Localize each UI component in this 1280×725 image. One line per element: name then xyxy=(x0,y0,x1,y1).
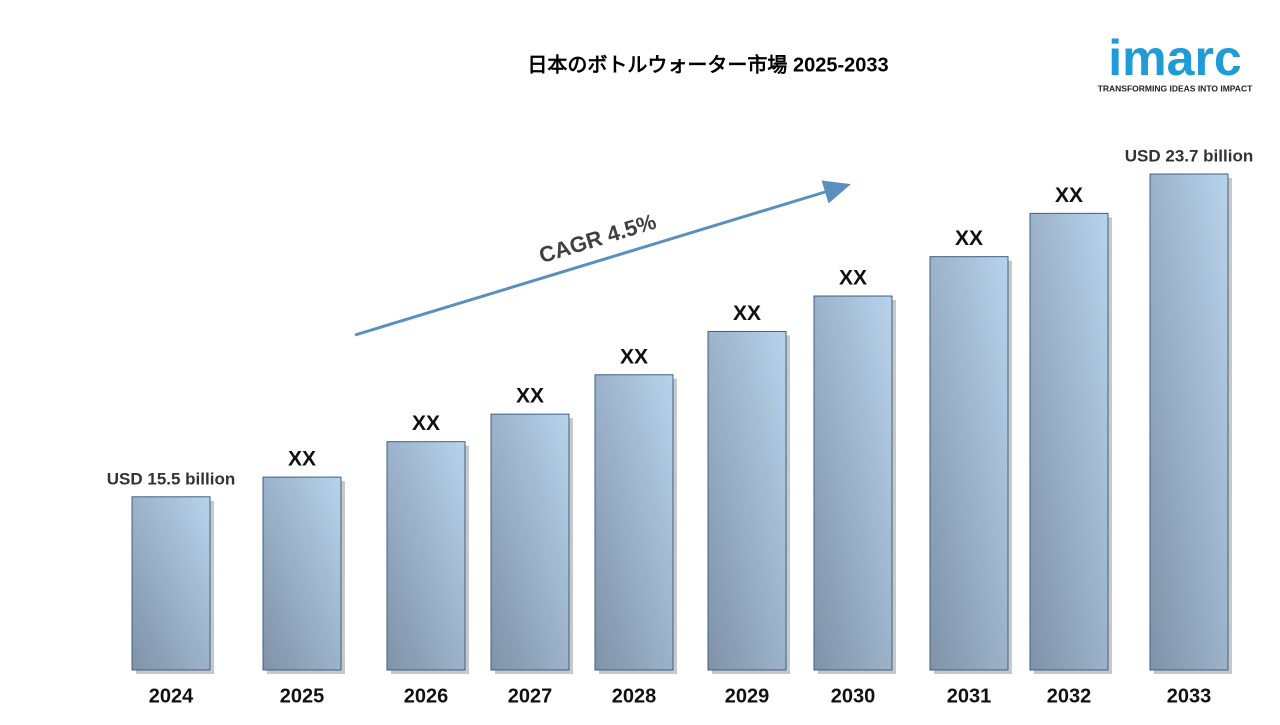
x-tick-label: 2025 xyxy=(280,685,325,707)
logo: imarc xyxy=(1108,30,1241,86)
bar xyxy=(1149,173,1229,671)
value-label: USD 15.5 billion xyxy=(107,469,235,488)
logo-tagline: TRANSFORMING IDEAS INTO IMPACT xyxy=(1098,83,1253,93)
value-label: XX xyxy=(839,267,867,290)
bar xyxy=(386,441,466,671)
x-tick-label: 2024 xyxy=(149,685,194,707)
bar xyxy=(707,330,787,671)
bar xyxy=(490,413,570,671)
x-tick-label: 2028 xyxy=(612,685,657,707)
bar xyxy=(262,476,342,671)
x-tick-label: 2031 xyxy=(947,685,992,707)
cagr-label: CAGR 4.5% xyxy=(536,209,659,268)
x-tick-label: 2027 xyxy=(508,685,553,707)
bar xyxy=(813,295,893,671)
value-label: XX xyxy=(733,302,761,325)
bar xyxy=(131,496,211,671)
cagr-arrow xyxy=(354,180,851,337)
bar xyxy=(1029,212,1109,671)
value-label: USD 23.7 billion xyxy=(1125,146,1253,165)
x-tick-label: 2032 xyxy=(1047,685,1092,707)
value-label: XX xyxy=(516,385,544,408)
x-tick-label: 2026 xyxy=(404,685,449,707)
bar xyxy=(594,374,674,671)
value-label: XX xyxy=(620,345,648,368)
value-label: XX xyxy=(1055,184,1083,207)
value-label: XX xyxy=(288,448,316,471)
x-tick-label: 2029 xyxy=(725,685,770,707)
x-tick-label: 2033 xyxy=(1167,685,1212,707)
x-tick-label: 2030 xyxy=(831,685,876,707)
value-label: XX xyxy=(412,412,440,435)
bar xyxy=(929,256,1009,671)
value-label: XX xyxy=(955,227,983,250)
chart-title: 日本のボトルウォーター市場 2025-2033 xyxy=(527,52,888,76)
